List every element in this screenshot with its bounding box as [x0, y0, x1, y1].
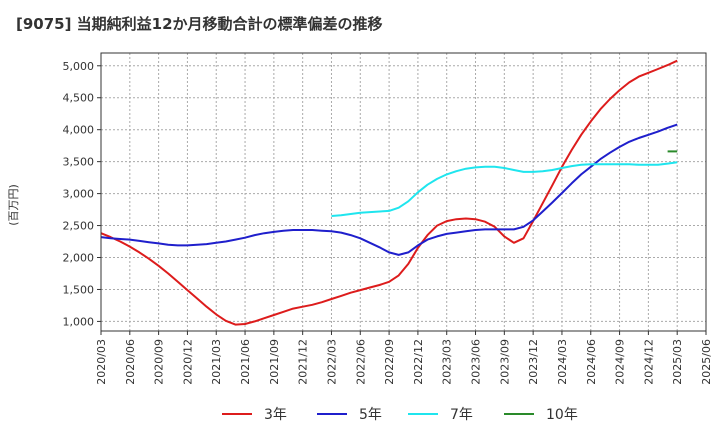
y-tick-label: 2,000	[63, 252, 95, 265]
x-tick-label: 2023/03	[441, 339, 454, 385]
x-tick-label: 2021/12	[297, 339, 310, 385]
x-tick-label: 2023/06	[470, 339, 483, 385]
series-line-3	[331, 161, 678, 217]
x-tick-label: 2022/12	[412, 339, 425, 385]
x-tick-label: 2024/09	[614, 339, 627, 385]
y-tick-label: 1,000	[63, 315, 95, 328]
y-tick-label: 2,500	[63, 220, 95, 233]
x-tick-label: 2022/03	[325, 339, 338, 385]
legend-label: 10年	[546, 407, 578, 423]
y-tick-label: 1,500	[63, 283, 95, 296]
x-tick-label: 2023/12	[527, 339, 540, 385]
grid	[100, 53, 707, 331]
x-tick-label: 2025/06	[700, 339, 713, 385]
y-tick-label: 4,500	[63, 92, 95, 105]
x-tick-label: 2021/03	[210, 339, 223, 385]
y-tick-label: 5,000	[63, 60, 95, 73]
y-tick-label: 3,500	[63, 156, 95, 169]
plot-frame	[100, 52, 707, 332]
legend: 3年 5年 7年 10年	[222, 407, 578, 423]
series-line-2	[100, 123, 678, 256]
x-tick-label: 2020/03	[95, 339, 108, 385]
legend-label: 7年	[450, 407, 473, 423]
y-axis-ticks: 1,000 1,500 2,000 2,500 3,000 3,500 4,000 4,500…	[63, 60, 101, 328]
x-tick-label: 2021/06	[239, 339, 252, 385]
y-axis-label: (百万円)	[7, 184, 20, 226]
x-tick-label: 2020/12	[181, 339, 194, 385]
x-tick-label: 2022/06	[354, 339, 367, 385]
x-tick-label: 2023/09	[498, 339, 511, 385]
legend-label: 5年	[359, 407, 382, 423]
x-tick-label: 2021/09	[268, 339, 281, 385]
x-axis-ticks: 2020/03 2020/06 2020/09 2020/12 2021/03 2021/…	[95, 331, 713, 385]
x-tick-label: 2022/09	[383, 339, 396, 385]
x-tick-label: 2020/06	[124, 339, 137, 385]
series-line-1	[100, 59, 678, 326]
x-tick-label: 2024/03	[556, 339, 569, 385]
y-tick-label: 4,000	[63, 124, 95, 137]
x-tick-label: 2025/03	[671, 339, 684, 385]
x-tick-label: 2024/06	[585, 339, 598, 385]
chart-title: [9075] 当期純利益12か月移動合計の標準偏差の推移	[16, 15, 383, 33]
x-tick-label: 2020/09	[153, 339, 166, 385]
x-tick-label: 2024/12	[642, 339, 655, 385]
legend-label: 3年	[264, 407, 287, 423]
y-tick-label: 3,000	[63, 188, 95, 201]
series-lines	[100, 59, 678, 326]
